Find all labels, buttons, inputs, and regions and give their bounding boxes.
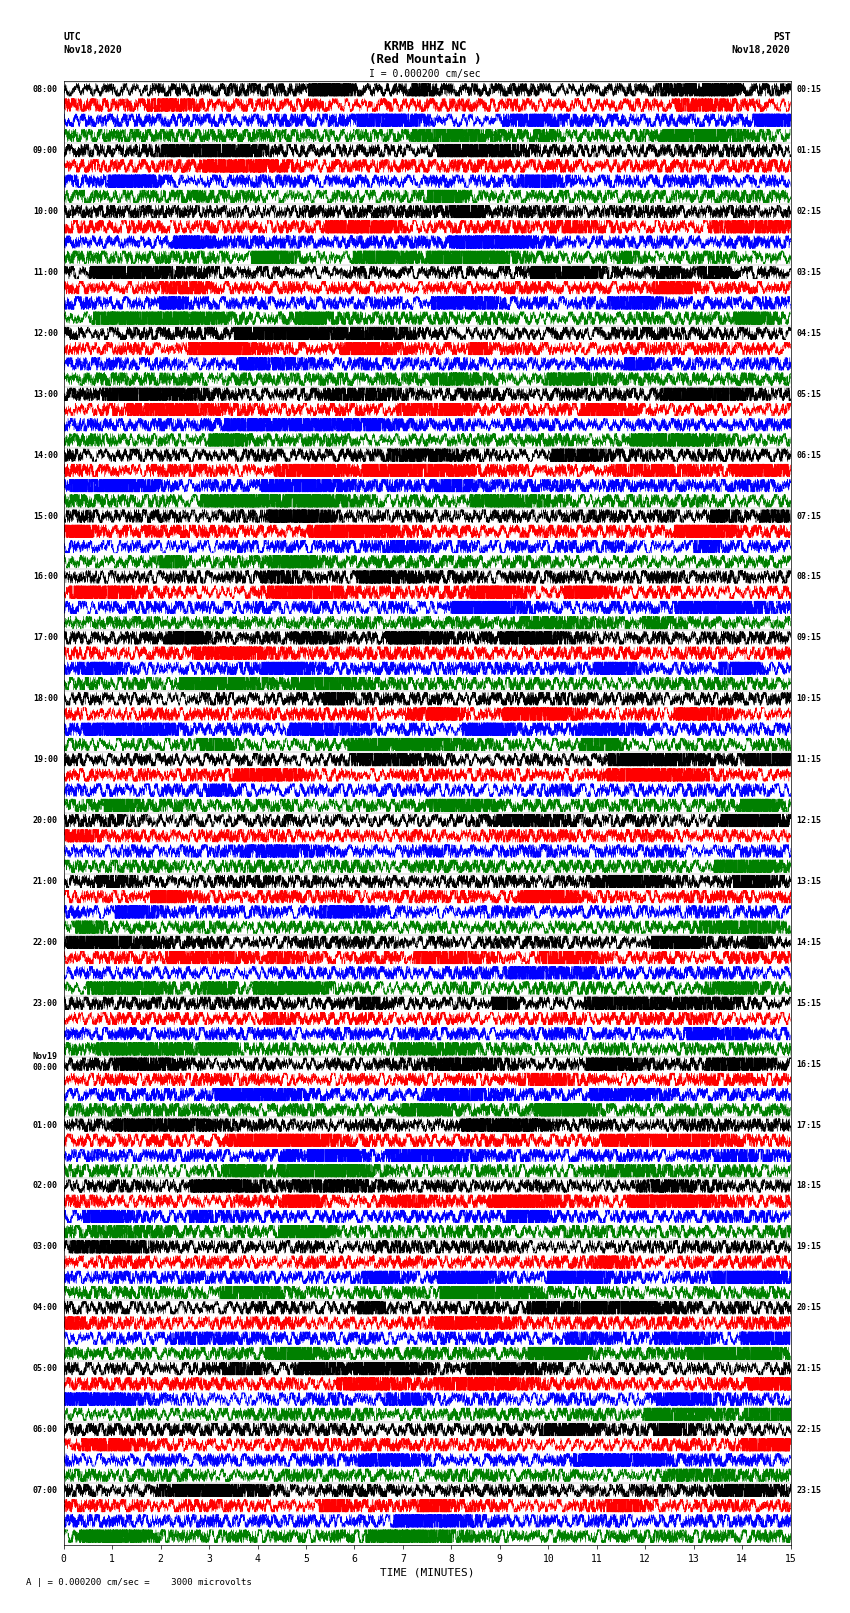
Text: 01:15: 01:15	[796, 147, 821, 155]
Text: 01:00: 01:00	[33, 1121, 58, 1129]
Text: 16:15: 16:15	[796, 1060, 821, 1069]
Text: 18:15: 18:15	[796, 1181, 821, 1190]
Text: 19:15: 19:15	[796, 1242, 821, 1252]
Text: 18:00: 18:00	[33, 694, 58, 703]
Text: 00:15: 00:15	[796, 85, 821, 94]
Text: 19:00: 19:00	[33, 755, 58, 765]
Text: 10:15: 10:15	[796, 694, 821, 703]
Text: 13:00: 13:00	[33, 390, 58, 398]
Text: 05:15: 05:15	[796, 390, 821, 398]
Text: 23:00: 23:00	[33, 998, 58, 1008]
Text: 05:00: 05:00	[33, 1365, 58, 1373]
Text: 16:00: 16:00	[33, 573, 58, 581]
Text: 07:00: 07:00	[33, 1486, 58, 1495]
Text: 10:00: 10:00	[33, 206, 58, 216]
Text: 11:15: 11:15	[796, 755, 821, 765]
Text: (Red Mountain ): (Red Mountain )	[369, 53, 481, 66]
Text: 22:00: 22:00	[33, 937, 58, 947]
Text: 08:15: 08:15	[796, 573, 821, 581]
Text: 06:15: 06:15	[796, 450, 821, 460]
Text: I = 0.000200 cm/sec: I = 0.000200 cm/sec	[369, 69, 481, 79]
Text: UTC: UTC	[64, 32, 82, 42]
Text: Nov19: Nov19	[33, 1052, 58, 1061]
Text: Nov18,2020: Nov18,2020	[64, 45, 122, 55]
Text: 20:00: 20:00	[33, 816, 58, 826]
Text: 12:15: 12:15	[796, 816, 821, 826]
Text: 02:15: 02:15	[796, 206, 821, 216]
Text: 03:00: 03:00	[33, 1242, 58, 1252]
Text: 14:15: 14:15	[796, 937, 821, 947]
Text: Nov18,2020: Nov18,2020	[732, 45, 791, 55]
Text: 02:00: 02:00	[33, 1181, 58, 1190]
Text: 15:00: 15:00	[33, 511, 58, 521]
Text: 23:15: 23:15	[796, 1486, 821, 1495]
Text: A | = 0.000200 cm/sec =    3000 microvolts: A | = 0.000200 cm/sec = 3000 microvolts	[26, 1578, 252, 1587]
Text: 08:00: 08:00	[33, 85, 58, 94]
Text: 20:15: 20:15	[796, 1303, 821, 1313]
Text: 12:00: 12:00	[33, 329, 58, 337]
Text: 21:15: 21:15	[796, 1365, 821, 1373]
Text: KRMB HHZ NC: KRMB HHZ NC	[383, 40, 467, 53]
Text: 21:00: 21:00	[33, 877, 58, 886]
Text: 11:00: 11:00	[33, 268, 58, 277]
Text: 09:15: 09:15	[796, 634, 821, 642]
Text: 22:15: 22:15	[796, 1424, 821, 1434]
Text: 04:15: 04:15	[796, 329, 821, 337]
Text: 14:00: 14:00	[33, 450, 58, 460]
Text: 09:00: 09:00	[33, 147, 58, 155]
Text: 00:00: 00:00	[33, 1063, 58, 1071]
Text: 17:00: 17:00	[33, 634, 58, 642]
Text: 07:15: 07:15	[796, 511, 821, 521]
Text: 15:15: 15:15	[796, 998, 821, 1008]
X-axis label: TIME (MINUTES): TIME (MINUTES)	[380, 1568, 474, 1578]
Text: 13:15: 13:15	[796, 877, 821, 886]
Text: 17:15: 17:15	[796, 1121, 821, 1129]
Text: 06:00: 06:00	[33, 1424, 58, 1434]
Text: 03:15: 03:15	[796, 268, 821, 277]
Text: 04:00: 04:00	[33, 1303, 58, 1313]
Text: PST: PST	[773, 32, 790, 42]
